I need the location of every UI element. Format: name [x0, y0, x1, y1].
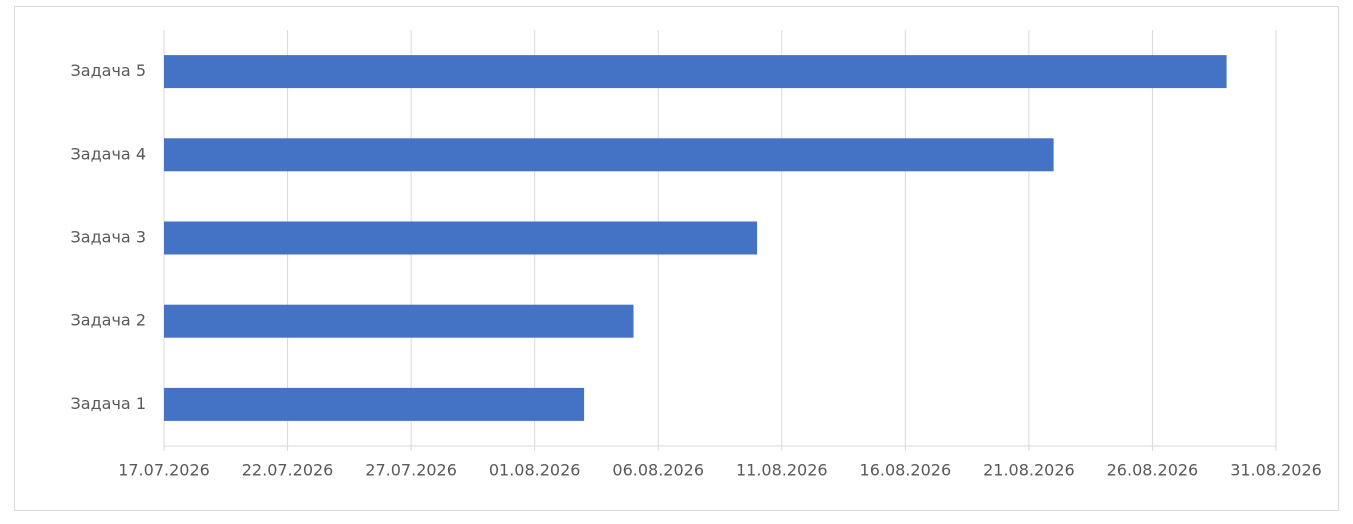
- y-tick-label: Задача 4: [71, 144, 146, 163]
- y-tick-label: Задача 3: [71, 228, 146, 247]
- x-tick-label: 22.07.2026: [242, 461, 334, 480]
- x-tick-label: 31.08.2026: [1230, 461, 1322, 480]
- x-tick-label: 26.08.2026: [1107, 461, 1199, 480]
- bar: [164, 138, 1054, 172]
- x-tick-label: 11.08.2026: [736, 461, 828, 480]
- x-tick-label: 27.07.2026: [365, 461, 457, 480]
- x-tick-label: 01.08.2026: [489, 461, 581, 480]
- x-tick-label: 06.08.2026: [612, 461, 704, 480]
- x-tick-label: 16.08.2026: [860, 461, 952, 480]
- bar: [164, 55, 1227, 89]
- y-tick-label: Задача 1: [71, 394, 146, 413]
- x-tick-label: 21.08.2026: [983, 461, 1075, 480]
- chart-border: [14, 6, 1339, 511]
- bar: [164, 304, 634, 338]
- bar: [164, 221, 758, 255]
- y-tick-label: Задача 5: [71, 61, 146, 80]
- x-tick-label: 17.07.2026: [118, 461, 210, 480]
- y-tick-label: Задача 2: [71, 311, 146, 330]
- bar: [164, 387, 585, 421]
